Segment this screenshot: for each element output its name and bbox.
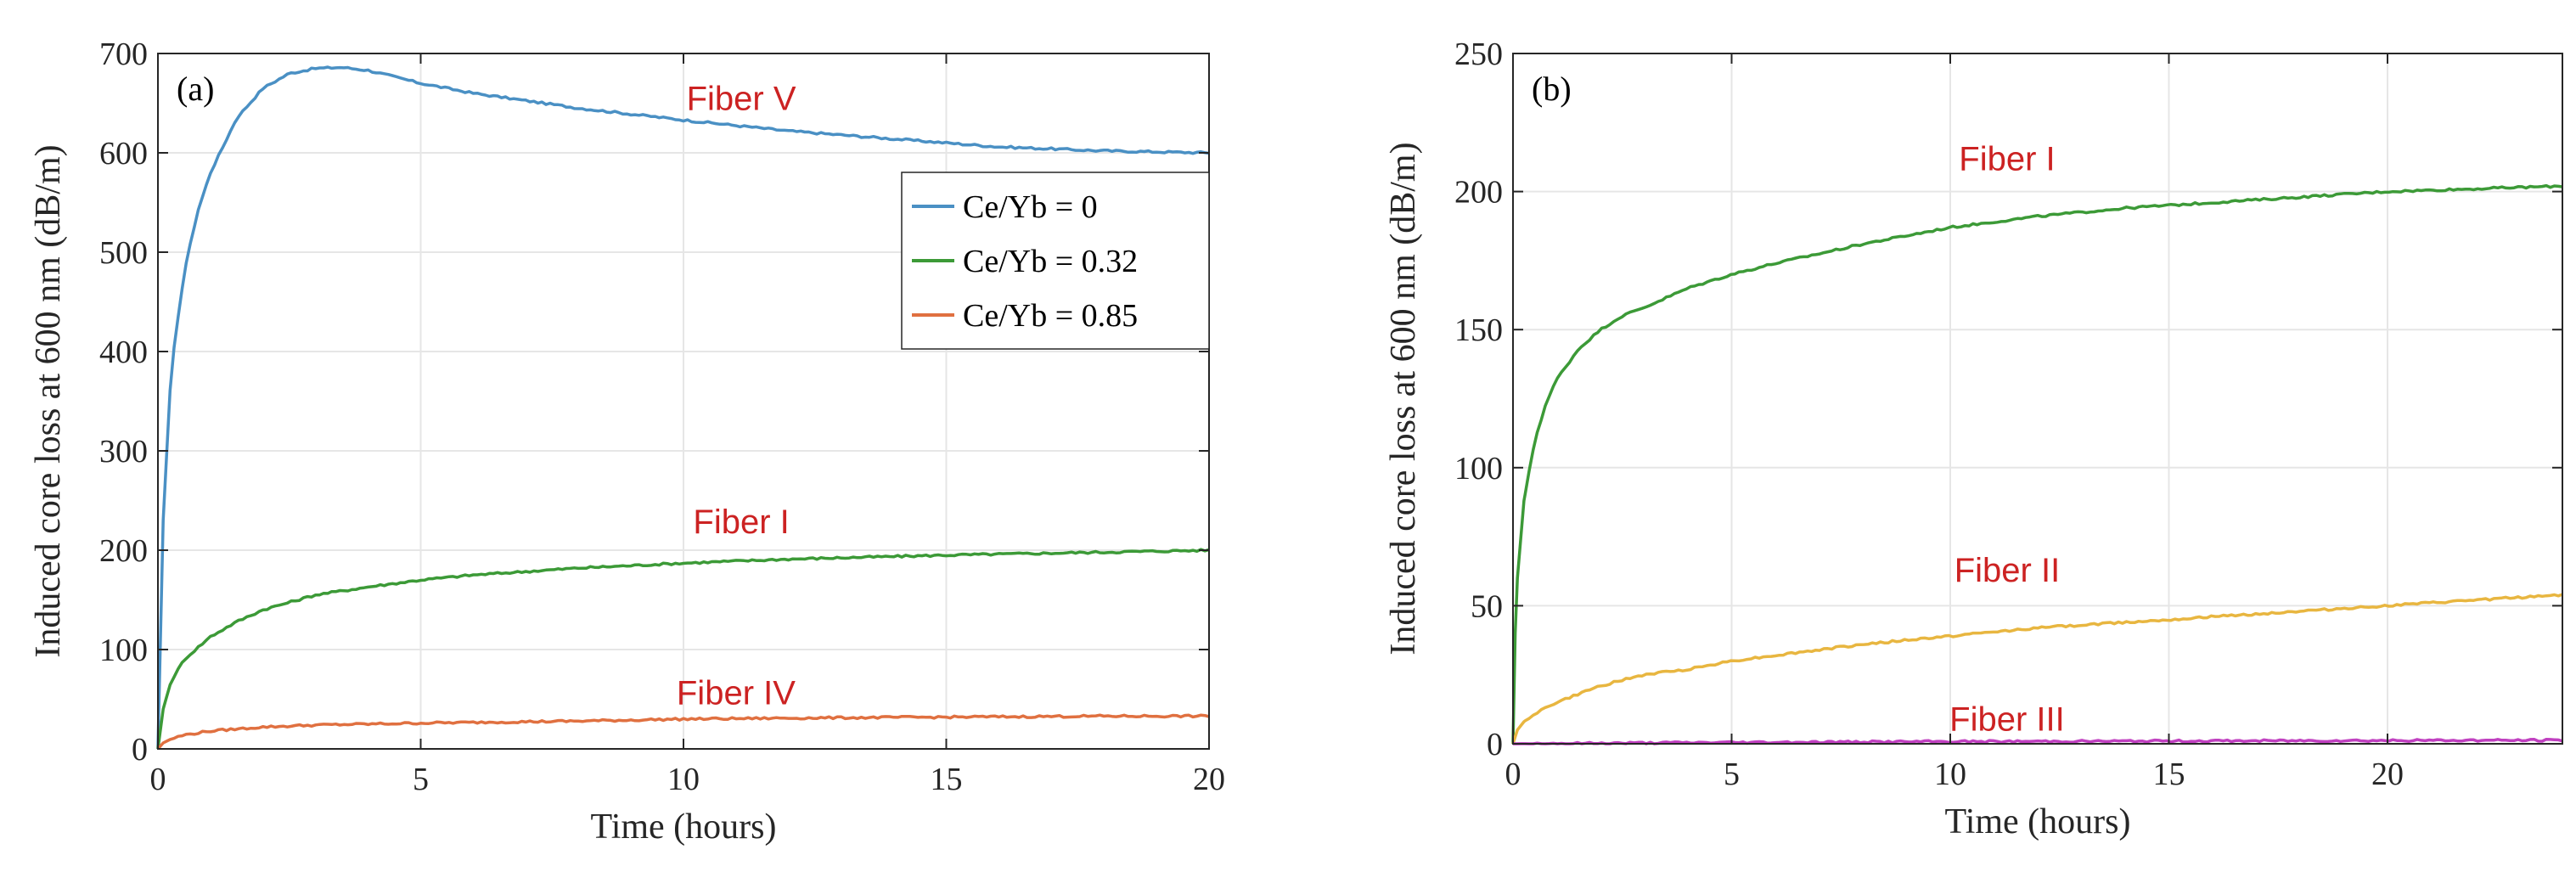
y-tick-label: 250 [1454,37,1503,72]
x-tick-label: 20 [1193,762,1225,797]
fiber-annotation: Fiber III [1949,701,2065,739]
fiber-annotation: Fiber I [1959,141,2055,178]
fiber-annotation: Fiber II [1954,552,2060,589]
y-tick-label: 300 [99,434,148,470]
y-tick-label: 700 [99,37,148,72]
x-tick-label: 15 [931,762,963,797]
y-axis-label: Induced core loss at 600 nm (dB/m) [29,144,68,657]
x-tick-label: 10 [1934,757,1966,792]
fiber-annotation: Fiber V [687,81,796,118]
legend-entry: Ce/Yb = 0.32 [963,244,1138,279]
fiber-annotation: Fiber I [693,504,789,541]
y-tick-label: 600 [99,136,148,172]
y-tick-label: 400 [99,335,148,370]
panel-label: (a) [177,70,214,108]
x-tick-label: 10 [667,762,700,797]
x-tick-label: 0 [150,762,166,797]
series-line-2 [1511,593,2563,745]
x-tick-label: 0 [1505,757,1521,792]
y-tick-label: 500 [99,235,148,271]
y-tick-label: 50 [1471,588,1503,624]
y-tick-label: 200 [99,533,148,569]
x-tick-label: 15 [2153,757,2185,792]
legend-entry: Ce/Yb = 0 [963,189,1098,225]
y-tick-label: 100 [1454,451,1503,487]
fiber-annotation: Fiber IV [677,674,796,712]
x-axis-label: Time (hours) [1945,802,2131,841]
panel-label: (b) [1532,70,1572,108]
y-tick-label: 0 [1487,727,1503,762]
y-tick-label: 100 [99,633,148,668]
x-axis-label: Time (hours) [591,807,777,847]
series-line-1 [1511,183,2563,745]
x-tick-label: 20 [2371,757,2404,792]
series-line-1 [156,65,1210,750]
series-line-3 [156,713,1210,751]
y-axis-label: Induced core loss at 600 nm (dB/m) [1384,142,1423,655]
legend-entry: Ce/Yb = 0.85 [963,298,1138,334]
y-tick-label: 0 [132,732,148,768]
y-tick-label: 200 [1454,175,1503,211]
series-line-2 [156,548,1210,750]
axes-frame [1512,53,2563,745]
x-tick-label: 5 [413,762,429,797]
y-tick-label: 150 [1454,312,1503,348]
x-tick-label: 5 [1724,757,1740,792]
